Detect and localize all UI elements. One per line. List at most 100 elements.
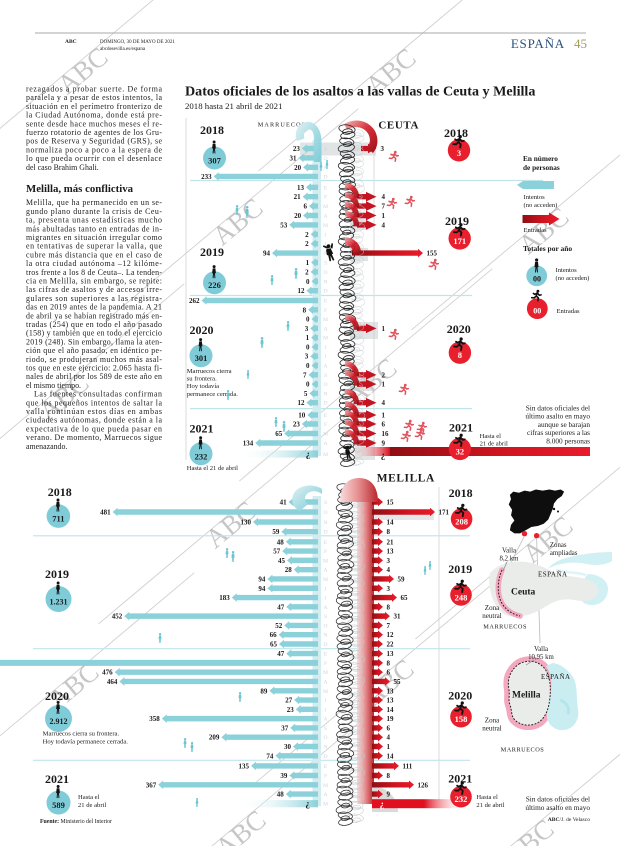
svg-text:amenazando.: amenazando. [26,442,67,451]
svg-text:2018: 2018 [444,126,468,140]
svg-text:rezagados a probar suerte. De: rezagados a probar suerte. De forma [26,85,162,94]
svg-text:8: 8 [387,528,391,536]
svg-text:226: 226 [208,280,221,290]
svg-text:A: A [323,441,327,447]
svg-text:O: O [323,623,327,629]
svg-text:en tentativas de superar la va: en tentativas de superar la valla, que [26,242,162,251]
svg-text:183: 183 [219,594,230,602]
svg-text:ampliadas: ampliadas [550,550,578,557]
svg-text:8: 8 [303,306,307,314]
svg-text:2020: 2020 [45,689,69,703]
svg-text:Intentos: Intentos [556,267,578,274]
svg-text:3: 3 [387,585,391,593]
svg-text:M: M [323,317,328,323]
svg-text:452: 452 [112,613,123,621]
svg-text:último asalto en mayo: último asalto en mayo [525,803,590,812]
svg-text:171: 171 [439,509,450,517]
svg-text:232: 232 [195,451,208,461]
svg-text:¿: ¿ [305,799,310,809]
svg-text:cifras superiores a las: cifras superiores a las [527,428,590,437]
svg-text:2: 2 [382,371,386,379]
svg-text:neutral: neutral [482,612,501,620]
svg-text:13: 13 [387,548,395,556]
svg-text:12: 12 [297,287,305,295]
svg-text:gulares son superiores a las r: gulares son superiores a las registra- [26,294,162,303]
svg-text:55: 55 [394,678,402,686]
svg-text:A: A [323,364,327,370]
svg-text:S: S [324,147,327,153]
svg-text:A: A [323,326,327,332]
svg-text:14: 14 [387,706,395,714]
svg-text:E: E [324,652,328,658]
svg-text:más abultadas tanto en entrada: más abultadas tanto en entradas de in- [26,224,162,233]
svg-text:D: D [323,754,327,760]
svg-text:M: M [323,204,328,210]
svg-text:A: A [323,251,327,257]
svg-text:19: 19 [387,715,395,723]
svg-text:65: 65 [270,641,278,649]
svg-text:D: D [323,174,327,180]
svg-text:A: A [323,679,327,685]
svg-text:2019: 2019 [200,245,224,259]
svg-text:6: 6 [387,724,391,732]
svg-text:13: 13 [297,184,305,192]
svg-text:464: 464 [107,678,118,686]
svg-text:10,95 km: 10,95 km [528,654,554,661]
svg-text:tos que en este ejercicio: 2.0: tos que en este ejercicio: 2.065 hasta f… [26,364,162,373]
svg-text:Melilla, que ha permanecido en: Melilla, que ha permanecido en un se- [26,198,162,207]
svg-text:riodo, se produjeran muchos má: riodo, se produjeran muchos más asal- [26,355,162,364]
svg-text:8,2 km: 8,2 km [500,556,520,563]
svg-text:28: 28 [285,566,293,574]
svg-text:111: 111 [403,762,413,770]
svg-text:M: M [323,223,328,229]
svg-text:MARRUECOS: MARRUECOS [483,624,527,631]
svg-text:5: 5 [304,390,308,398]
svg-text:M: M [323,452,328,458]
svg-text:M: M [323,577,328,583]
svg-text:21: 21 [387,538,395,546]
svg-text:48: 48 [277,538,285,546]
svg-text:D: D [323,401,327,407]
svg-text:situación en el perímetro fron: situación en el perímetro fronterizo de [26,102,162,111]
svg-text:cubre más distancia que en el: cubre más distancia que en el caso de [26,250,162,259]
svg-text:13: 13 [387,650,395,658]
svg-text:6: 6 [387,669,391,677]
svg-text:abcdesevilla.es/espana: abcdesevilla.es/espana [100,47,146,52]
svg-text:15: 15 [387,499,395,507]
svg-text:A: A [323,605,327,611]
svg-text:gundo plano durante la crisis: gundo plano durante la crisis de Ceu- [26,207,162,216]
svg-text:O: O [323,510,327,516]
svg-text:J: J [324,698,327,704]
svg-text:53: 53 [280,221,288,229]
svg-text:ciudades autónomas, donde está: ciudades autónomas, donde están a la [26,416,162,425]
svg-text:23: 23 [293,145,301,153]
svg-text:Valla: Valla [502,548,516,555]
svg-text:13: 13 [387,697,395,705]
svg-text:130: 130 [241,519,252,527]
svg-text:4: 4 [382,221,386,229]
svg-text:2019 (248). Sin embargo, llama: 2019 (248). Sin embargo, llama la aten- [26,337,162,346]
svg-text:2021: 2021 [449,420,473,434]
svg-text:J: J [324,345,327,351]
svg-text:N: N [323,165,327,171]
svg-text:2020: 2020 [447,322,471,336]
svg-text:0: 0 [306,316,310,324]
svg-text:0: 0 [306,381,310,389]
svg-text:31: 31 [289,154,297,162]
svg-text:4: 4 [382,399,386,407]
svg-text:del caso Brahim Ghali.: del caso Brahim Ghali. [26,163,99,172]
svg-text:4: 4 [387,734,391,742]
svg-text:8.000 personas: 8.000 personas [546,436,590,445]
svg-text:M: M [323,336,328,342]
svg-text:F: F [324,549,327,555]
svg-text:ABC: ABC [207,192,269,251]
svg-text:F: F [324,308,327,314]
svg-text:N: N [323,520,327,526]
svg-text:12: 12 [297,399,305,407]
svg-text:nales de abril por los 589 de: nales de abril por los 589 de este año e… [26,372,162,381]
svg-text:262: 262 [189,297,200,305]
svg-text:47: 47 [277,650,285,658]
svg-text:Valla: Valla [534,646,548,653]
svg-text:135: 135 [239,762,250,770]
svg-text:2.912: 2.912 [50,717,68,726]
